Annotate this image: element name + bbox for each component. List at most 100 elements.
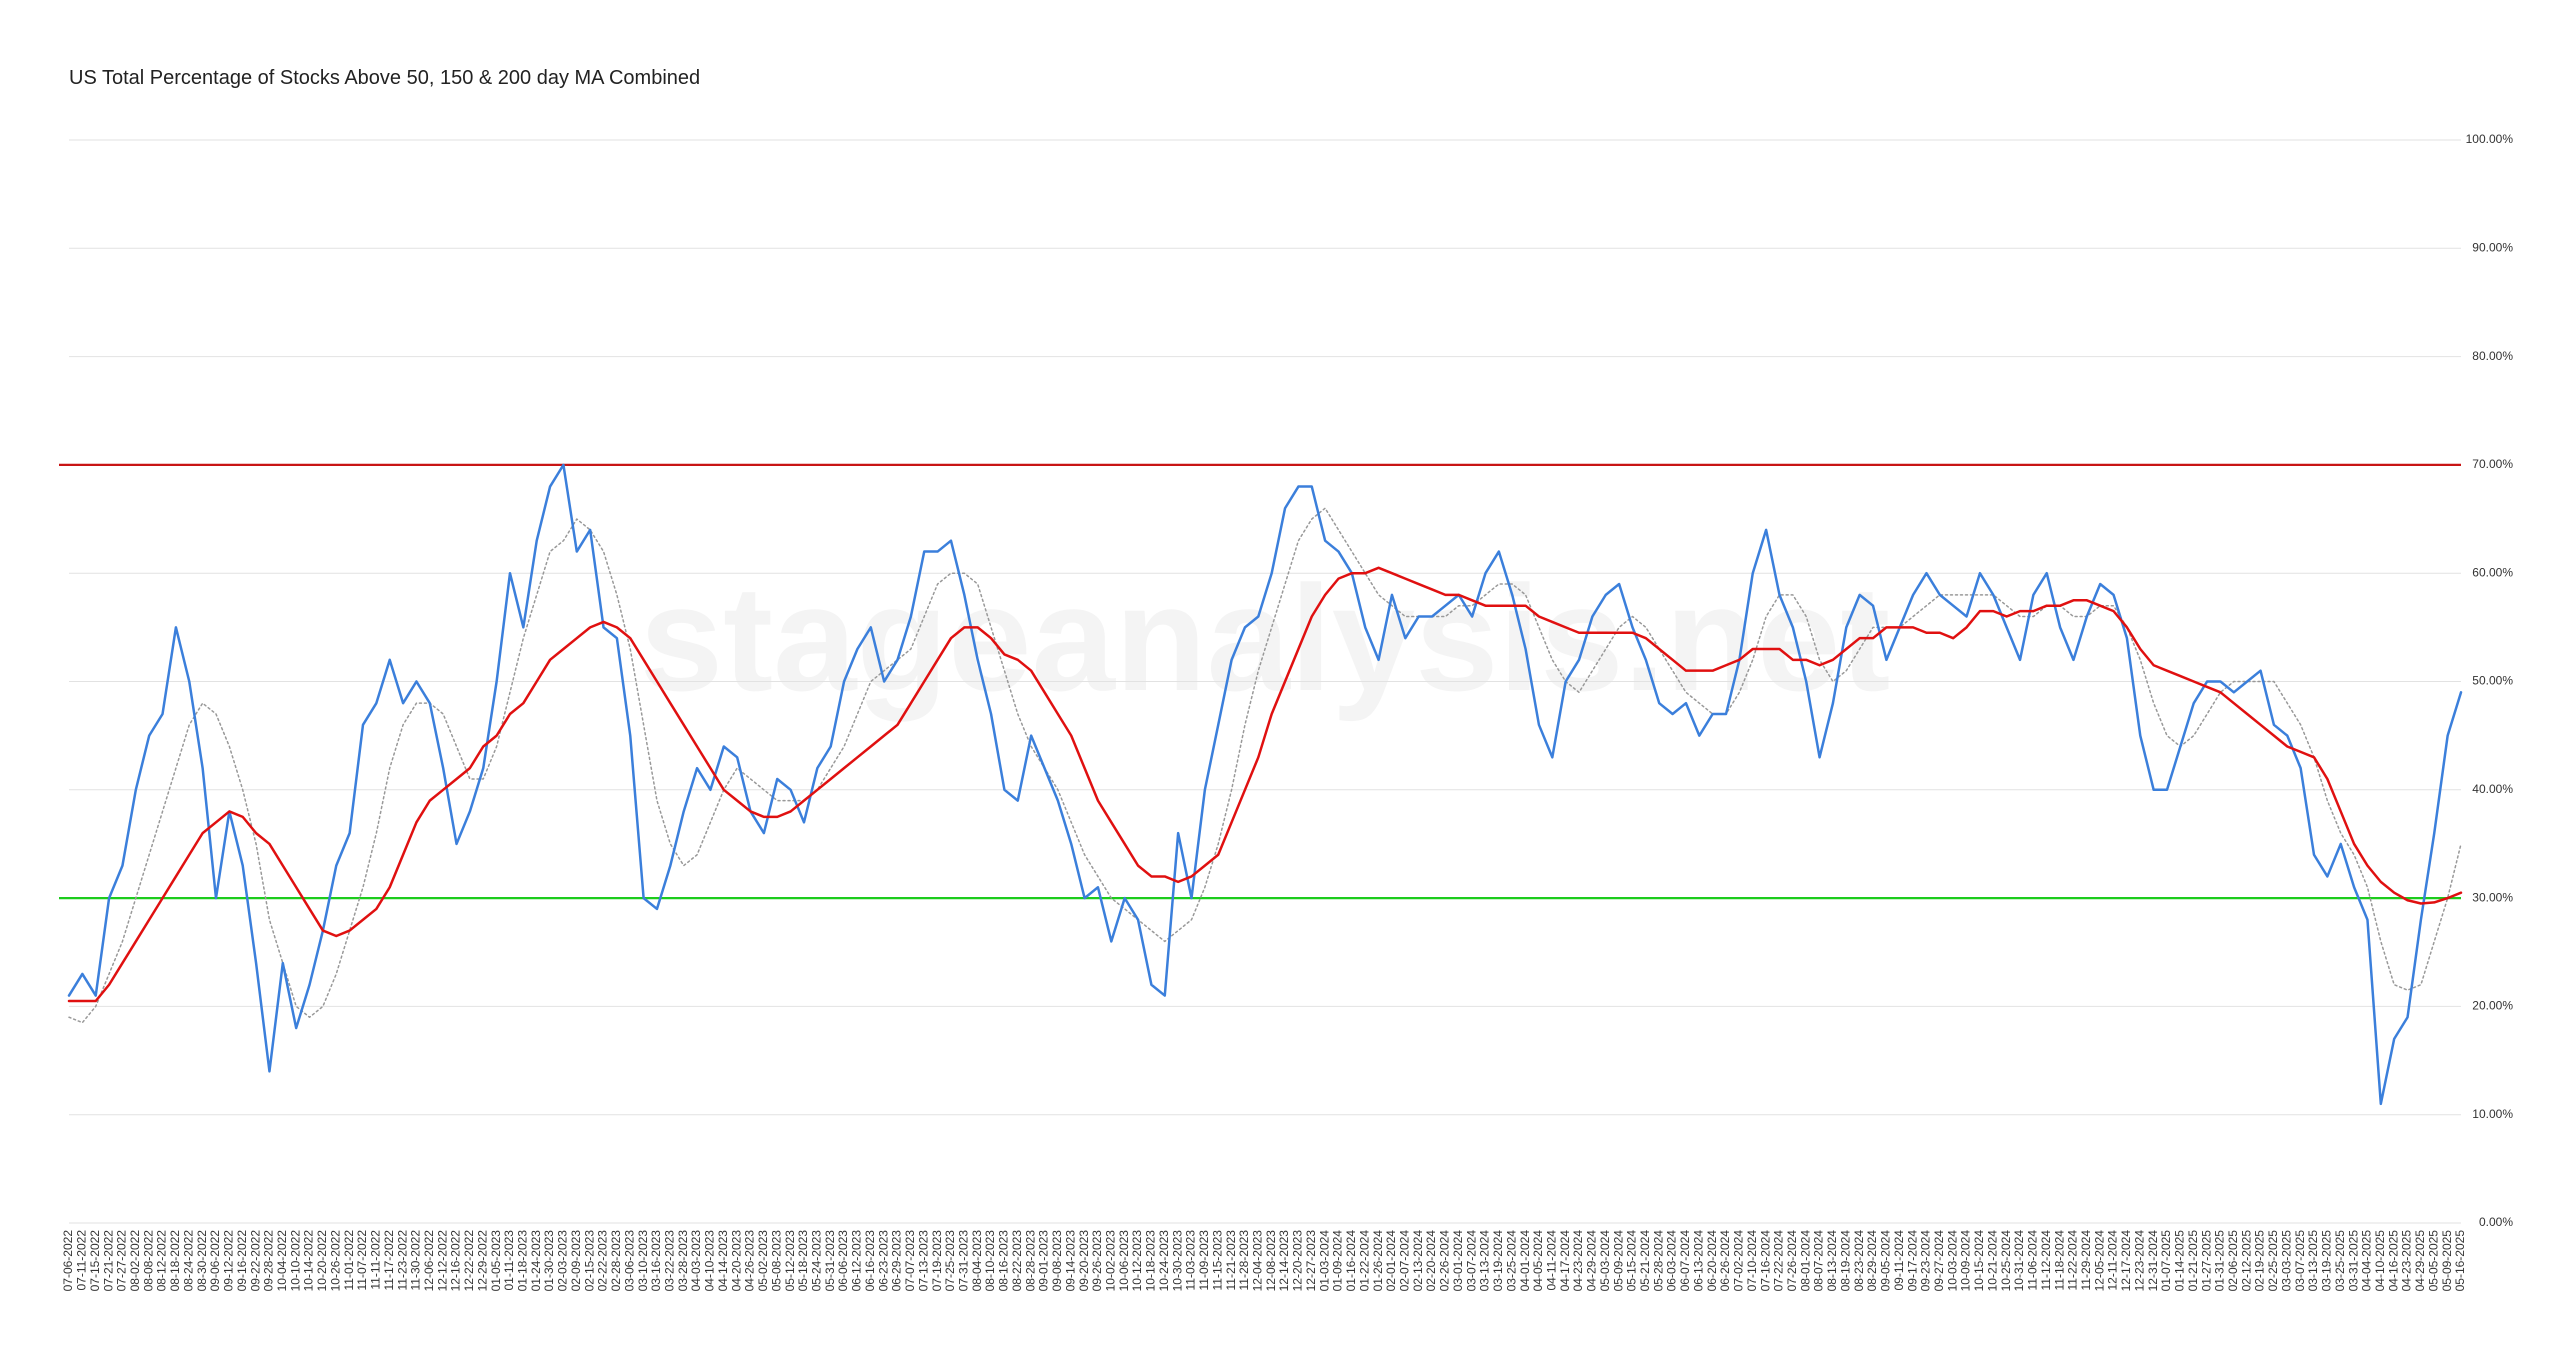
x-tick-label: 04-20-2023 — [729, 1230, 743, 1292]
x-tick-label: 02-20-2024 — [1424, 1230, 1438, 1292]
x-tick-label: 02-13-2024 — [1411, 1230, 1425, 1292]
x-tick-label: 01-22-2024 — [1357, 1230, 1371, 1292]
x-tick-label: 08-23-2024 — [1852, 1230, 1866, 1292]
x-tick-label: 09-28-2022 — [262, 1230, 276, 1292]
x-tick-label: 04-01-2024 — [1518, 1230, 1532, 1292]
x-tick-label: 09-14-2023 — [1063, 1230, 1077, 1292]
x-tick-label: 06-23-2023 — [876, 1230, 890, 1292]
y-tick-label: 60.00% — [2472, 565, 2513, 579]
x-tick-label: 11-06-2024 — [2026, 1230, 2040, 1291]
x-tick-label: 08-16-2023 — [997, 1230, 1011, 1292]
x-tick-label: 09-23-2024 — [1919, 1230, 1933, 1292]
x-tick-label: 01-26-2024 — [1371, 1230, 1385, 1292]
x-tick-label: 06-12-2023 — [850, 1230, 864, 1292]
y-tick-label: 70.00% — [2472, 457, 2513, 471]
x-tick-label: 05-05-2025 — [2426, 1230, 2440, 1292]
x-tick-label: 01-31-2025 — [2213, 1230, 2227, 1292]
x-tick-label: 04-10-2023 — [703, 1230, 717, 1292]
x-tick-label: 05-18-2023 — [796, 1230, 810, 1292]
x-tick-label: 05-09-2025 — [2440, 1230, 2454, 1292]
x-tick-label: 12-08-2023 — [1264, 1230, 1278, 1292]
x-tick-label: 11-03-2023 — [1184, 1230, 1198, 1291]
x-tick-label: 08-10-2023 — [983, 1230, 997, 1292]
y-tick-label: 90.00% — [2472, 240, 2513, 254]
x-tick-label: 07-22-2024 — [1772, 1230, 1786, 1292]
x-tick-label: 09-05-2024 — [1879, 1230, 1893, 1292]
x-tick-label: 03-25-2024 — [1504, 1230, 1518, 1292]
x-tick-label: 06-13-2024 — [1691, 1230, 1705, 1292]
x-tick-label: 07-15-2022 — [88, 1230, 102, 1292]
x-tick-label: 11-30-2022 — [409, 1230, 423, 1291]
x-tick-label: 03-07-2025 — [2293, 1230, 2307, 1292]
x-tick-label: 12-04-2023 — [1250, 1230, 1264, 1292]
x-tick-label: 01-16-2024 — [1344, 1230, 1358, 1292]
x-tick-label: 04-16-2025 — [2386, 1230, 2400, 1292]
x-tick-label: 07-26-2024 — [1785, 1230, 1799, 1292]
y-tick-label: 20.00% — [2472, 999, 2513, 1013]
x-tick-label: 02-09-2023 — [569, 1230, 583, 1292]
x-tick-label: 07-13-2023 — [916, 1230, 930, 1292]
x-tick-label: 02-01-2024 — [1384, 1230, 1398, 1292]
x-tick-label: 09-01-2023 — [1037, 1230, 1051, 1292]
x-tick-label: 02-03-2023 — [556, 1230, 570, 1292]
x-tick-label: 12-29-2022 — [475, 1230, 489, 1292]
x-tick-label: 10-21-2024 — [1985, 1230, 1999, 1292]
y-tick-label: 80.00% — [2472, 349, 2513, 363]
x-tick-label: 11-28-2023 — [1237, 1230, 1251, 1291]
x-tick-label: 01-24-2023 — [529, 1230, 543, 1292]
x-tick-label: 05-24-2023 — [810, 1230, 824, 1292]
x-tick-label: 05-16-2025 — [2453, 1230, 2467, 1292]
x-tick-label: 07-31-2023 — [957, 1230, 971, 1292]
x-tick-label: 03-19-2025 — [2320, 1230, 2334, 1292]
x-tick-label: 11-07-2022 — [355, 1230, 369, 1291]
x-tick-label: 04-04-2025 — [2360, 1230, 2374, 1292]
x-tick-label: 03-01-2024 — [1451, 1230, 1465, 1292]
x-tick-label: 12-06-2022 — [422, 1230, 436, 1292]
x-tick-label: 10-26-2022 — [328, 1230, 342, 1292]
x-tick-label: 08-18-2022 — [168, 1230, 182, 1292]
x-tick-label: 09-12-2022 — [222, 1230, 236, 1292]
x-tick-label: 03-25-2025 — [2333, 1230, 2347, 1292]
y-tick-label: 10.00% — [2472, 1107, 2513, 1121]
x-tick-label: 10-02-2023 — [1103, 1230, 1117, 1292]
series-line — [68, 507, 2462, 1024]
x-tick-label: 04-05-2024 — [1531, 1230, 1545, 1292]
x-tick-label: 12-17-2024 — [2119, 1230, 2133, 1292]
x-tick-label: 01-11-2023 — [502, 1230, 516, 1291]
x-tick-label: 03-03-2025 — [2279, 1230, 2293, 1292]
x-tick-label: 02-06-2025 — [2226, 1230, 2240, 1292]
x-tick-label: 04-29-2025 — [2413, 1230, 2427, 1292]
x-tick-label: 01-05-2023 — [489, 1230, 503, 1292]
x-tick-label: 02-22-2023 — [596, 1230, 610, 1292]
x-tick-label: 03-06-2023 — [622, 1230, 636, 1292]
x-tick-label: 07-21-2022 — [101, 1230, 115, 1292]
x-tick-label: 05-31-2023 — [823, 1230, 837, 1292]
x-tick-label: 02-15-2023 — [582, 1230, 596, 1292]
x-tick-label: 03-10-2023 — [636, 1230, 650, 1292]
x-tick-label: 05-08-2023 — [769, 1230, 783, 1292]
x-tick-label: 01-30-2023 — [542, 1230, 556, 1292]
x-tick-label: 06-29-2023 — [890, 1230, 904, 1292]
x-tick-label: 11-17-2022 — [382, 1230, 396, 1291]
x-tick-label: 07-19-2023 — [930, 1230, 944, 1292]
x-tick-label: 08-13-2024 — [1825, 1230, 1839, 1292]
x-tick-label: 10-25-2024 — [1999, 1230, 2013, 1292]
x-tick-label: 10-30-2023 — [1170, 1230, 1184, 1292]
x-tick-label: 01-21-2025 — [2186, 1230, 2200, 1292]
x-tick-label: 10-10-2022 — [288, 1230, 302, 1292]
x-tick-label: 10-15-2024 — [1972, 1230, 1986, 1292]
x-tick-label: 06-03-2024 — [1665, 1230, 1679, 1292]
x-tick-label: 11-12-2024 — [2039, 1230, 2053, 1291]
x-tick-label: 01-07-2025 — [2159, 1230, 2173, 1292]
x-tick-label: 11-15-2023 — [1210, 1230, 1224, 1291]
x-tick-label: 12-23-2024 — [2132, 1230, 2146, 1292]
x-tick-label: 01-09-2024 — [1331, 1230, 1345, 1292]
x-tick-label: 08-28-2023 — [1023, 1230, 1037, 1292]
x-tick-label: 12-31-2024 — [2146, 1230, 2160, 1292]
x-tick-label: 07-11-2022 — [75, 1230, 89, 1291]
x-tick-label: 02-25-2025 — [2266, 1230, 2280, 1292]
x-tick-label: 08-07-2024 — [1812, 1230, 1826, 1292]
x-tick-label: 11-09-2023 — [1197, 1230, 1211, 1291]
x-tick-label: 01-18-2023 — [516, 1230, 530, 1292]
x-tick-label: 10-20-2022 — [315, 1230, 329, 1292]
